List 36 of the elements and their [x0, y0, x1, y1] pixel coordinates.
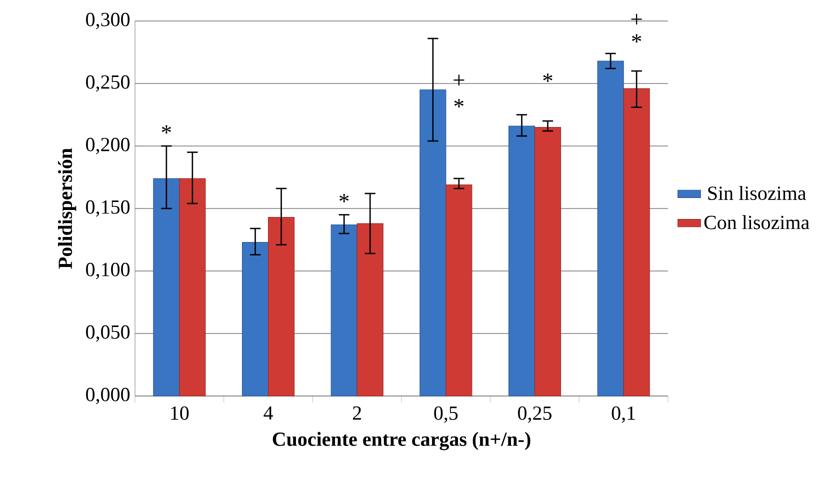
bar — [268, 216, 295, 396]
bar — [356, 223, 384, 396]
y-tick-label: 0,000 — [86, 388, 130, 404]
y-axis-title: Polidispersión — [58, 148, 76, 269]
annotation: * — [454, 99, 464, 108]
legend-label: Sin lisozima — [708, 186, 806, 200]
x-tick-label: 0,25 — [518, 406, 552, 423]
annotation: * — [632, 34, 642, 43]
x-axis-title: Cuociente entre cargas (n+/n-) — [272, 432, 530, 450]
bar — [330, 224, 358, 396]
bar — [508, 126, 536, 396]
y-tick-label: 0,300 — [86, 12, 130, 30]
x-tick-label: 0,1 — [612, 406, 635, 423]
y-tick-label: 0,150 — [86, 200, 130, 217]
bar — [153, 178, 180, 396]
annotation: * — [162, 125, 171, 134]
annotation: + — [631, 14, 642, 24]
annotation: + — [454, 74, 464, 86]
bar — [446, 184, 472, 396]
x-tick-label: 0,5 — [434, 406, 458, 423]
y-tick-label: 0,050 — [86, 325, 130, 342]
bar — [242, 242, 269, 396]
annotation: * — [543, 74, 552, 82]
y-tick-label: 0,200 — [86, 138, 130, 154]
bar — [623, 88, 650, 396]
bar — [179, 178, 206, 396]
x-tick-label: 4 — [264, 406, 273, 420]
bar — [420, 89, 446, 396]
x-tick-label: 10 — [171, 406, 189, 420]
bar — [534, 126, 562, 396]
legend-label: Con lisozima — [704, 215, 810, 230]
x-tick-label: 2 — [352, 406, 361, 420]
y-tick-label: 0,100 — [86, 262, 130, 280]
y-tick-label: 0,250 — [86, 75, 130, 92]
annotation: * — [340, 194, 349, 202]
bar — [597, 60, 624, 396]
